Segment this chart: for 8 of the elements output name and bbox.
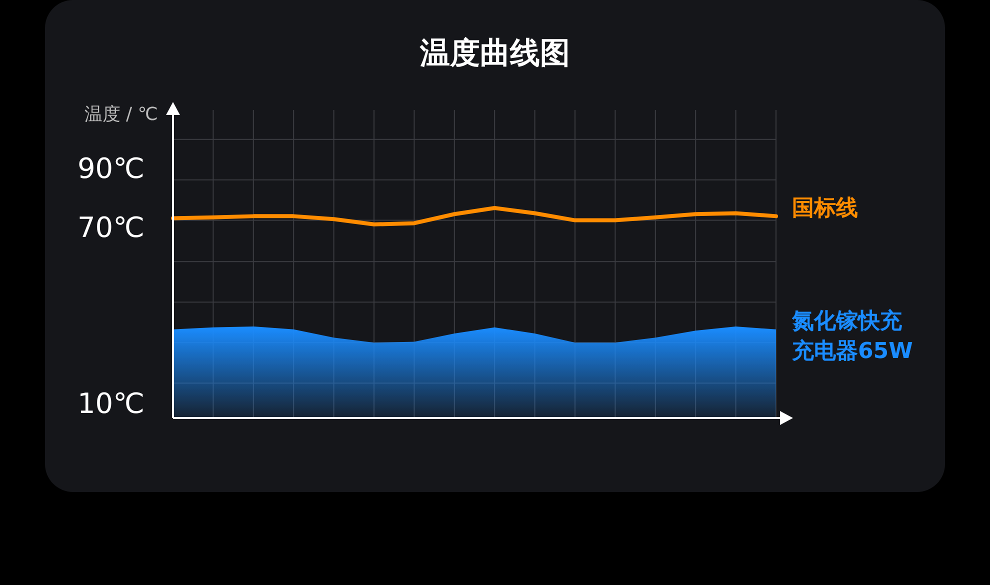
chart-title: 温度曲线图 xyxy=(419,36,570,71)
y-tick-label: 10℃ xyxy=(77,386,145,420)
series-label: 国标线 xyxy=(792,195,859,224)
series-label: 氮化镓快充充电器65W xyxy=(792,308,914,366)
y-tick-label: 70℃ xyxy=(77,210,145,244)
y-tick-label: 90℃ xyxy=(77,152,145,186)
line-series xyxy=(171,206,778,226)
y-axis-title: 温度 / ℃ xyxy=(84,104,158,125)
